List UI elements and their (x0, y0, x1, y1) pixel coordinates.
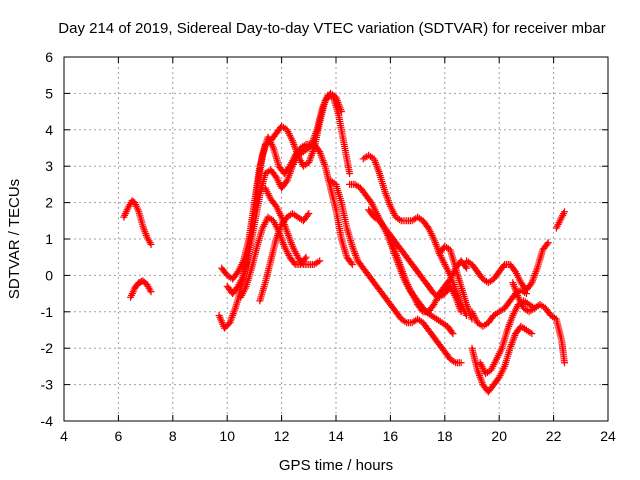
x-tick-label: 4 (60, 428, 68, 444)
data-point (305, 210, 313, 218)
x-tick-label: 6 (115, 428, 123, 444)
x-tick-label: 24 (600, 428, 616, 444)
data-point (463, 264, 471, 272)
data-point (461, 263, 469, 271)
x-axis-ticks: 4 6 8 10 12 14 16 18 20 22 24 (60, 57, 616, 444)
x-tick-label: 22 (546, 428, 562, 444)
y-tick-label: 1 (45, 231, 53, 247)
y-tick-label: 4 (45, 122, 53, 138)
y-tick-label: 5 (45, 85, 53, 101)
chart-title: Day 214 of 2019, Sidereal Day-to-day VTE… (58, 20, 605, 37)
data-point (346, 169, 354, 177)
y-tick-label: 6 (45, 49, 53, 65)
data-point (543, 240, 551, 248)
x-tick-label: 20 (491, 428, 507, 444)
data-point (457, 359, 465, 367)
data-point (560, 359, 568, 367)
x-tick-label: 12 (274, 428, 290, 444)
data-point (457, 308, 465, 316)
y-tick-label: -2 (41, 340, 54, 356)
y-tick-label: -3 (41, 377, 54, 393)
data-point (449, 330, 457, 338)
y-axis-ticks: -4 -3 -2 -1 0 1 2 3 4 5 6 (41, 49, 608, 429)
data-point (528, 330, 536, 338)
y-axis-label: SDTVAR / TECUs (6, 179, 23, 299)
x-tick-label: 18 (437, 428, 453, 444)
data-point (522, 290, 530, 298)
data-point (348, 260, 356, 268)
y-tick-label: 0 (45, 267, 53, 283)
data-point (544, 239, 552, 247)
grid (64, 57, 608, 421)
data-point (337, 108, 345, 116)
data-point (304, 211, 312, 219)
x-tick-label: 14 (328, 428, 344, 444)
y-tick-label: -4 (41, 413, 54, 429)
data-point (147, 240, 155, 248)
data-point (147, 288, 155, 296)
y-tick-label: 2 (45, 195, 53, 211)
data-point (316, 257, 324, 265)
x-tick-label: 10 (219, 428, 235, 444)
x-tick-label: 8 (169, 428, 177, 444)
data-points (120, 89, 568, 396)
data-point (448, 328, 456, 336)
x-axis-label: GPS time / hours (279, 457, 393, 474)
data-point (347, 259, 355, 267)
x-tick-label: 16 (383, 428, 399, 444)
data-point (302, 253, 310, 261)
data-point (560, 208, 568, 216)
y-tick-label: -1 (41, 304, 54, 320)
y-tick-label: 3 (45, 158, 53, 174)
